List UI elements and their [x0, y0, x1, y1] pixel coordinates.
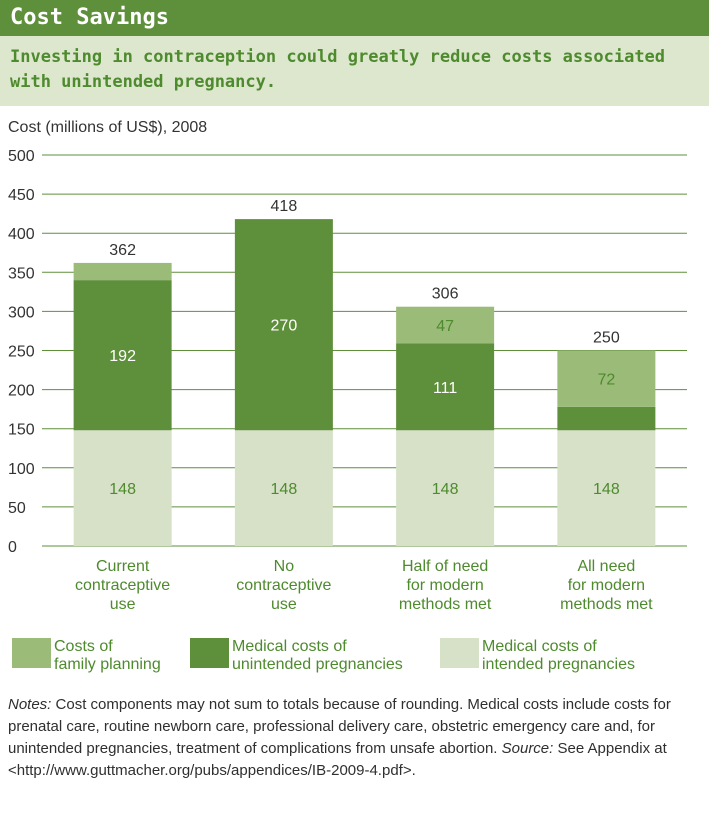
notes-paragraph: Notes: Cost components may not sum to to… — [8, 694, 708, 782]
data-label: 148 — [271, 481, 298, 498]
source-label: Source: — [501, 740, 554, 757]
y-tick-label: 400 — [8, 226, 35, 243]
stacked-bar-chart: 0 50 100 150 200 250 300 350 400 450 500 148 192 362 C… — [8, 148, 687, 673]
x-tick-label-line: contraceptive — [236, 577, 331, 594]
x-tick-label: Half of need for modern methods met — [399, 558, 492, 613]
bar-segment — [73, 280, 172, 431]
bar-segment — [557, 350, 656, 407]
y-tick-label: 500 — [8, 148, 35, 165]
legend-label-line: Medical costs of — [232, 638, 347, 655]
legend-swatch — [190, 638, 229, 668]
y-axis-label: Cost (millions of US$), 2008 — [8, 119, 208, 136]
x-tick-label-line: methods met — [560, 596, 653, 613]
y-tick-label: 300 — [8, 304, 35, 321]
source-text: See Appendix at <http://www.guttmacher.o… — [8, 740, 667, 779]
data-label: 270 — [271, 318, 298, 335]
data-label: 148 — [593, 481, 620, 498]
legend-label-line: family planning — [54, 656, 161, 673]
y-tick-label: 200 — [8, 383, 35, 400]
x-tick-label-line: use — [110, 596, 136, 613]
total-label: 250 — [593, 330, 620, 347]
legend-label: Costs of family planning — [54, 638, 161, 673]
x-tick-label-line: use — [271, 596, 297, 613]
total-label: 362 — [109, 242, 136, 259]
x-tick-label-line: All need — [577, 558, 635, 575]
notes-label: Notes: — [8, 696, 52, 713]
legend-label-line: intended pregnancies — [482, 656, 635, 673]
notes-text: Cost components may not sum to totals be… — [8, 696, 671, 757]
x-tick-label-line: contraceptive — [75, 577, 170, 594]
total-label: 306 — [432, 286, 459, 303]
legend-swatch — [440, 638, 479, 668]
bar-segment — [73, 430, 172, 546]
y-tick-label: 0 — [8, 539, 17, 556]
bar-segment — [396, 343, 495, 431]
y-tick-label: 150 — [8, 422, 35, 439]
total-label: 418 — [271, 198, 298, 215]
y-tick-label: 450 — [8, 187, 35, 204]
page-title: Cost Savings — [0, 0, 709, 36]
bar-segment — [234, 430, 333, 546]
y-tick-label: 50 — [8, 500, 26, 517]
data-label: 72 — [597, 372, 615, 389]
x-tick-label-line: Current — [96, 558, 150, 575]
x-tick-label: All need for modern methods met — [560, 558, 653, 613]
x-tick-label-line: for modern — [406, 577, 483, 594]
data-label: 148 — [432, 481, 459, 498]
x-tick-label-line: for modern — [568, 577, 645, 594]
page-subtitle: Investing in contraception could greatly… — [0, 36, 709, 106]
x-tick-label-line: No — [274, 558, 295, 575]
legend-label: Medical costs of unintended pregnancies — [232, 638, 403, 673]
bar-segment — [557, 406, 656, 431]
bar-segment — [234, 219, 333, 431]
legend-label: Medical costs of intended pregnancies — [482, 638, 635, 673]
bar-segment — [396, 306, 495, 344]
y-tick-label: 350 — [8, 265, 35, 282]
bar-segment — [557, 430, 656, 546]
x-tick-label-line: Half of need — [402, 558, 488, 575]
data-label: 111 — [433, 380, 457, 397]
data-label: 148 — [109, 481, 136, 498]
y-tick-label: 100 — [8, 461, 35, 478]
legend-label-line: unintended pregnancies — [232, 656, 403, 673]
y-tick-label: 250 — [8, 344, 35, 361]
data-label: 47 — [436, 318, 454, 335]
bar-segment — [73, 262, 172, 281]
bar-segment — [396, 430, 495, 546]
legend-label-line: Medical costs of — [482, 638, 597, 655]
x-tick-label-line: methods met — [399, 596, 492, 613]
x-tick-label: No contraceptive use — [236, 558, 331, 613]
data-label: 192 — [109, 348, 136, 365]
x-tick-label: Current contraceptive use — [75, 558, 170, 613]
legend-swatch — [12, 638, 51, 668]
legend-label-line: Costs of — [54, 638, 113, 655]
